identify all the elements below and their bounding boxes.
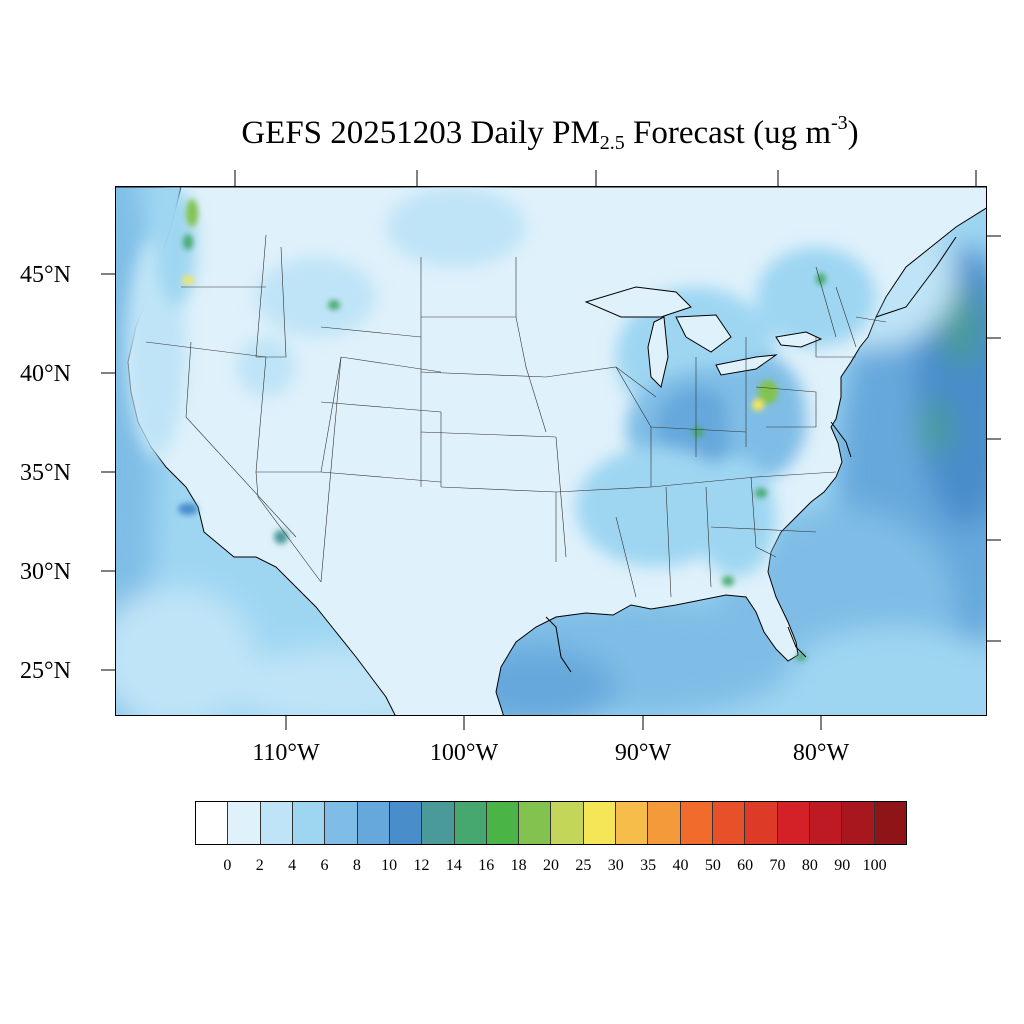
colorbar-swatch [486,802,520,844]
colorbar-swatch [519,802,552,844]
colorbar-tick-label: 30 [607,857,624,874]
colorbar-swatch [809,802,843,844]
colorbar-tick-label: 12 [413,857,430,874]
map-title: GEFS 20251203 Daily PM2.5 Forecast (ug m… [241,112,859,154]
colorbar-tick-label: 6 [320,857,329,874]
colorbar-swatch [616,802,649,844]
colorbar-tick-label: 40 [672,857,689,874]
pollution-hotspots [178,199,826,661]
colorbar-swatch [713,802,746,844]
colorbar-swatch [228,802,261,844]
colorbar-swatch [842,802,875,844]
colorbar-tick-label: 10 [381,857,398,874]
colorbar-tick-label: 35 [640,857,657,874]
lat-label-25n: 25°N [20,658,71,684]
colorbar-tick-label: 4 [288,857,297,874]
colorbar-tick-label: 20 [543,857,559,874]
colorbar-swatch [583,802,617,844]
colorbar-swatch [389,802,423,844]
colorbar-tick-label: 50 [704,857,721,874]
colorbar-tick-label: 2 [255,857,264,874]
state-borders [145,234,887,598]
colorbar-swatch [777,802,810,844]
coastline-details [545,236,957,673]
lat-label-40n: 40°N [20,361,71,387]
lon-label-110w: 110°W [252,740,320,766]
colorbar-swatch [648,802,681,844]
lat-label-45n: 45°N [20,262,71,288]
great-lakes [584,286,823,388]
colorbar-tick-label: 90 [834,857,851,874]
colorbar-swatch [260,802,293,844]
colorbar-tick-label: 8 [352,857,361,874]
colorbar-tick-label: 14 [445,857,462,874]
colorbar-swatch [422,802,455,844]
colorbar-tick-label: 25 [575,857,592,874]
colorbar-swatch [357,802,390,844]
colorbar-tick-label: 80 [801,857,818,874]
colorbar-swatch [325,802,358,844]
colorbar-swatch [454,802,487,844]
colorbar-swatch [680,802,713,844]
lat-label-30n: 30°N [20,559,71,585]
pm25-forecast-map [115,186,987,716]
lat-label-35n: 35°N [20,460,71,486]
colorbar [195,801,907,845]
colorbar-swatch [292,802,326,844]
map-canvas [116,187,986,715]
colorbar-tick-label: 100 [862,857,887,874]
colorbar-swatch [745,802,778,844]
colorbar-tick-label: 16 [478,857,495,874]
colorbar-swatch [551,802,584,844]
colorbar-swatch [196,802,229,844]
colorbar-swatch [874,802,906,844]
colorbar-tick-label: 18 [510,857,527,874]
colorbar-tick-label: 60 [737,857,754,874]
colorbar-tick-label: 0 [223,857,232,874]
lon-label-100w: 100°W [429,740,499,766]
colorbar-tick-label: 70 [769,857,786,874]
lon-label-90w: 90°W [614,740,672,766]
lon-label-80w: 80°W [792,740,850,766]
